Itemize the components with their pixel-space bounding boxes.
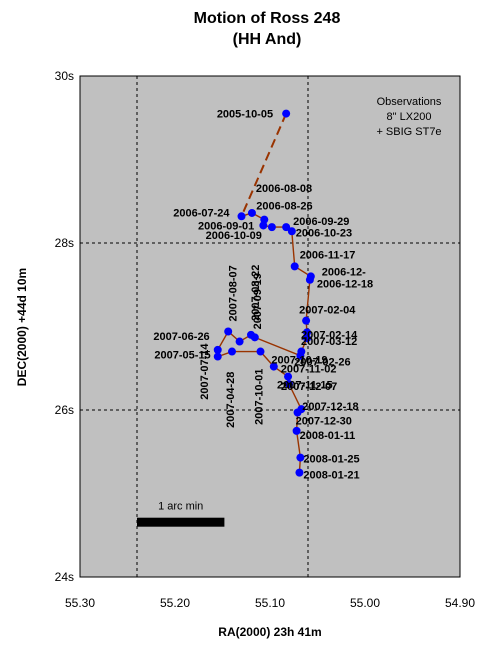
point-label: 2007-12-07 [281, 381, 337, 393]
point-label: 2006-07-24 [173, 207, 230, 219]
data-point [235, 337, 244, 346]
data-point [228, 347, 236, 356]
scale-bar-label: 1 arc min [158, 501, 203, 513]
data-point [224, 327, 233, 336]
data-point [259, 221, 268, 230]
y-tick-label: 26s [55, 403, 74, 417]
point-label: 2007-11-02 [281, 364, 337, 376]
data-point [293, 408, 302, 417]
data-point [267, 223, 276, 232]
data-point [303, 328, 312, 337]
point-label: 2007-12-30 [296, 416, 352, 428]
data-point [237, 212, 246, 221]
x-tick-label: 54.90 [445, 596, 475, 610]
data-point [287, 227, 296, 236]
data-point [302, 316, 311, 325]
point-label: 2007-05-15 [154, 350, 210, 362]
x-tick-label: 55.10 [255, 596, 285, 610]
x-tick-label: 55.20 [160, 596, 190, 610]
point-label: 2006-09-29 [293, 216, 349, 228]
point-label: 2006-12-18 [317, 279, 373, 291]
data-point [269, 362, 278, 371]
point-label: 2006-11-17 [300, 249, 356, 261]
data-point [282, 223, 291, 232]
point-label: 2006-09-01 [198, 221, 254, 233]
data-point [284, 372, 293, 381]
data-point [290, 262, 299, 271]
observations-note-line: + SBIG ST7e [376, 126, 441, 138]
point-label-vertical: 2007-08-07 [228, 265, 240, 321]
data-point [247, 330, 255, 339]
point-label: 2006-08-08 [256, 183, 312, 195]
point-label: 2006-12- [322, 266, 366, 278]
x-axis-title: RA(2000) 23h 41m [218, 625, 321, 639]
observations-note: Observations 8" LX200 + SBIG ST7e [376, 96, 441, 138]
point-label-vertical: 2007-04-28 [225, 372, 237, 428]
point-label: 2007-03-12 [301, 336, 357, 348]
point-label-vertical: 2007-09-19 [252, 273, 264, 329]
point-label-vertical: 2007-07-14 [199, 343, 211, 400]
data-point [296, 351, 305, 360]
x-tick-label: 55.00 [350, 596, 380, 610]
x-tick-label: 55.30 [65, 596, 95, 610]
data-point [296, 453, 305, 462]
point-label: 2007-06-26 [153, 331, 209, 343]
data-point [247, 208, 256, 217]
scale-bar [137, 517, 225, 527]
point-label: 2008-01-25 [303, 454, 359, 466]
data-points [213, 109, 315, 477]
observations-note-line: 8" LX200 [387, 111, 432, 123]
point-label: 2007-12-18 [302, 401, 358, 413]
y-tick-label: 28s [55, 236, 74, 250]
point-label: 2007-11-15 [277, 380, 333, 392]
data-point [256, 347, 265, 356]
y-tick-label: 24s [55, 570, 74, 584]
point-label: 2007-02-14 [301, 329, 358, 341]
data-point [295, 468, 304, 477]
data-point [303, 334, 312, 343]
point-label: 2006-10-09 [206, 230, 262, 242]
plot-area [79, 75, 461, 578]
observations-note-line: Observations [377, 96, 442, 108]
trajectory-dashed-segment [240, 113, 288, 217]
x-tick-labels: 55.30 55.20 55.10 55.00 54.90 [65, 596, 475, 610]
point-label: 2006-10-23 [296, 227, 352, 239]
data-point [282, 109, 291, 118]
point-label: 2005-10-05 [217, 109, 273, 121]
chart-title: Motion of Ross 248 [194, 10, 341, 27]
point-label: 2007-10-19 [271, 355, 327, 367]
data-point [213, 345, 222, 354]
chart-subtitle: (HH And) [233, 31, 302, 48]
y-tick-labels: 24s 26s 28s 30s [55, 69, 74, 584]
point-label: 2008-01-21 [303, 470, 359, 482]
point-label: 2006-08-26 [256, 201, 312, 213]
point-label: 2007-02-26 [294, 357, 350, 369]
y-tick-label: 30s [55, 69, 74, 83]
data-point [305, 275, 314, 284]
data-point [285, 380, 293, 389]
data-point [292, 426, 301, 435]
point-labels: 2005-10-05 2006-07-24 2006-08-08 2006-08-26… [153, 109, 373, 482]
y-axis-title: DEC(2000) +44d 10m [15, 268, 29, 386]
point-label-vertical: 2007-08-22 [250, 265, 262, 321]
data-point [213, 352, 222, 361]
point-label-vertical: 2007-10-01 [254, 369, 266, 425]
point-label: 2007-02-04 [299, 305, 356, 317]
point-label: 2008-01-11 [300, 430, 356, 442]
